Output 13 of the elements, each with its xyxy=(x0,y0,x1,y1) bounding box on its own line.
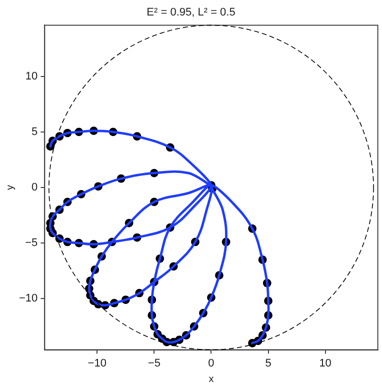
x-tick-label: −10 xyxy=(88,357,106,370)
y-tick-label: 0 xyxy=(32,182,38,194)
y-tick-label: 5 xyxy=(32,126,38,138)
y-axis-title: y xyxy=(4,185,16,190)
x-tick-label: 5 xyxy=(265,357,272,370)
y-tick-label: −5 xyxy=(25,237,38,250)
y-tick-label: −10 xyxy=(18,292,38,305)
chart-title: E² = 0.95, L² = 0.5 xyxy=(146,6,236,19)
x-tick-label: 10 xyxy=(319,357,332,370)
x-tick-label: −5 xyxy=(148,357,160,370)
x-axis-title: x xyxy=(208,374,214,385)
y-tick-label: 10 xyxy=(25,70,38,82)
x-tick-label: 0 xyxy=(208,357,214,370)
